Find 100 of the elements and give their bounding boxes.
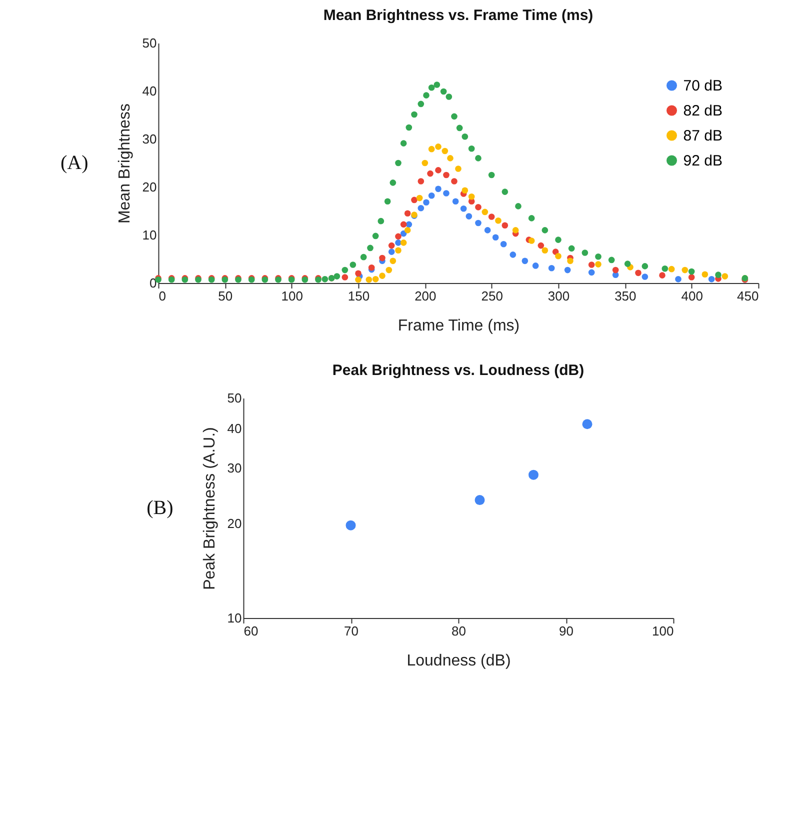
x-tick-label: 100 [652, 624, 674, 638]
point [688, 268, 695, 275]
y-tick-label: 50 [227, 390, 242, 406]
y-axis-title: Mean Brightness [116, 103, 134, 224]
point [423, 92, 430, 98]
point [462, 133, 468, 140]
point [475, 155, 482, 162]
point [582, 250, 588, 256]
point [555, 252, 562, 260]
point [468, 193, 475, 200]
point [395, 233, 402, 240]
y-tick-label: 30 [227, 460, 242, 476]
y-axis-title: Peak Brightness (A.U.) [201, 427, 218, 590]
x-tick-label: 300 [548, 288, 570, 304]
point [427, 170, 434, 177]
point [411, 196, 418, 204]
point [404, 227, 411, 234]
point [342, 274, 348, 280]
legend-label: 70 dB [683, 78, 722, 94]
point [468, 145, 475, 152]
point [406, 124, 412, 131]
point [475, 204, 482, 210]
point [466, 213, 472, 220]
point [378, 218, 384, 224]
point [435, 144, 442, 150]
point [502, 222, 508, 229]
y-tick-label: 10 [142, 228, 157, 242]
point [502, 188, 508, 195]
point [440, 88, 447, 95]
x-tick-label: 80 [452, 624, 466, 638]
point [342, 266, 348, 274]
point [372, 232, 379, 240]
point [708, 276, 715, 282]
point [367, 244, 374, 252]
x-tick-label: 70 [344, 624, 358, 638]
point [447, 155, 454, 162]
point [668, 266, 675, 272]
point [388, 242, 395, 249]
point [422, 160, 428, 166]
point [642, 274, 648, 280]
point [542, 247, 548, 254]
point [512, 227, 519, 234]
point [715, 272, 722, 278]
point [515, 203, 522, 210]
y-tick-label: 20 [227, 516, 242, 531]
point [443, 190, 450, 196]
point [682, 266, 688, 274]
point [435, 186, 442, 192]
point [456, 124, 463, 132]
point [722, 273, 728, 280]
legend-label: 92 dB [683, 152, 722, 170]
y-tick-label: 40 [142, 84, 157, 98]
x-tick-label: 400 [681, 288, 703, 304]
point [395, 240, 402, 246]
y-tick-label: 20 [142, 180, 157, 194]
point [418, 178, 424, 184]
point [475, 220, 482, 226]
point [400, 221, 407, 228]
point [488, 172, 495, 178]
point [350, 262, 356, 268]
point [564, 266, 571, 274]
point [390, 180, 396, 186]
point [355, 276, 362, 283]
point [484, 227, 491, 234]
point [608, 256, 615, 264]
point [595, 253, 602, 260]
point [495, 217, 502, 224]
point [395, 247, 402, 254]
point [404, 210, 411, 217]
point [455, 166, 462, 172]
point [451, 113, 458, 120]
point [446, 94, 452, 100]
chart-title: Peak Brightness vs. Loudness (dB) [332, 362, 584, 379]
point [555, 236, 562, 243]
x-tick-label: 150 [348, 288, 370, 304]
point [434, 82, 440, 88]
point [532, 262, 539, 269]
y-tick-label: 50 [142, 36, 157, 50]
chart-title: Mean Brightness vs. Frame Time (ms) [323, 7, 594, 24]
point [567, 258, 574, 264]
text: (B) [146, 497, 174, 519]
point [400, 140, 407, 146]
point [642, 263, 648, 270]
point [395, 160, 402, 166]
point [522, 258, 528, 264]
point [400, 240, 407, 246]
text: (A) [60, 152, 88, 174]
point [635, 270, 642, 276]
point [428, 84, 435, 91]
point [452, 198, 459, 205]
legend-label: 87 dB [683, 128, 722, 144]
point [624, 260, 631, 267]
y-tick-label: 10 [227, 610, 242, 626]
point [488, 214, 495, 220]
point [462, 187, 468, 194]
x-tick-label: 60 [244, 624, 258, 638]
point [568, 245, 575, 252]
point [428, 146, 435, 152]
x-tick-label: 200 [414, 288, 436, 304]
point [492, 234, 499, 241]
